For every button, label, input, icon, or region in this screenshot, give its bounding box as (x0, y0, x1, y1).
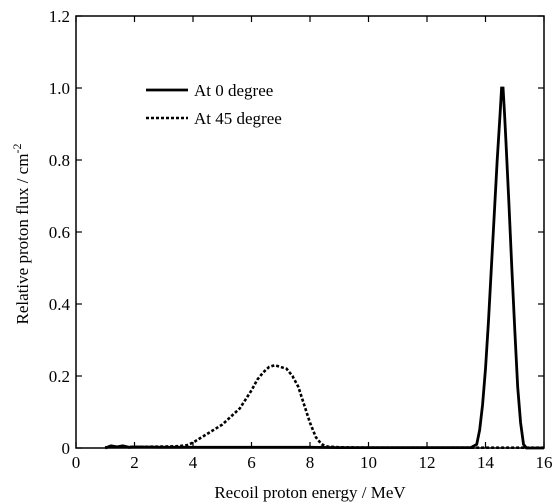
x-tick-label: 14 (477, 453, 495, 472)
axes-layer: 0 2 4 6 8 10 12 14 16 0 0.2 0.4 0.6 0.8 1.0 1.2 Recoil p… (10, 7, 553, 502)
y-tick-label: 0.6 (49, 223, 70, 242)
series-line-1 (104, 86, 544, 450)
y-tick-label: 0.8 (49, 151, 70, 170)
plot-area (75, 15, 545, 449)
x-tick-label: 2 (130, 453, 139, 472)
y-tick-label: 0.2 (49, 367, 70, 386)
y-tick-label: 1.0 (49, 79, 70, 98)
legend: At 0 degree At 45 degree (146, 81, 282, 128)
y-tick-label: 1.2 (49, 7, 70, 26)
series-line-2 (105, 363, 544, 449)
y-tick-label: 0 (62, 439, 71, 458)
series-layer (104, 86, 544, 450)
y-axis-label: Relative proton flux / cm-2 (10, 144, 32, 325)
x-tick-label: 10 (360, 453, 377, 472)
x-tick-label: 16 (536, 453, 553, 472)
plot-frame (75, 15, 545, 449)
x-tick-label: 12 (419, 453, 436, 472)
x-axis-label: Recoil proton energy / MeV (214, 483, 406, 502)
legend-label-2: At 45 degree (194, 109, 282, 128)
x-tick-label: 4 (189, 453, 198, 472)
x-tick-label: 6 (247, 453, 256, 472)
y-axis-label-text: Relative proton flux / cm (13, 154, 32, 325)
y-tick-label: 0.4 (49, 295, 71, 314)
x-tick-label: 0 (72, 453, 81, 472)
y-axis-label-superscript: -2 (10, 144, 24, 154)
x-tick-label: 8 (306, 453, 315, 472)
legend-label-1: At 0 degree (194, 81, 273, 100)
